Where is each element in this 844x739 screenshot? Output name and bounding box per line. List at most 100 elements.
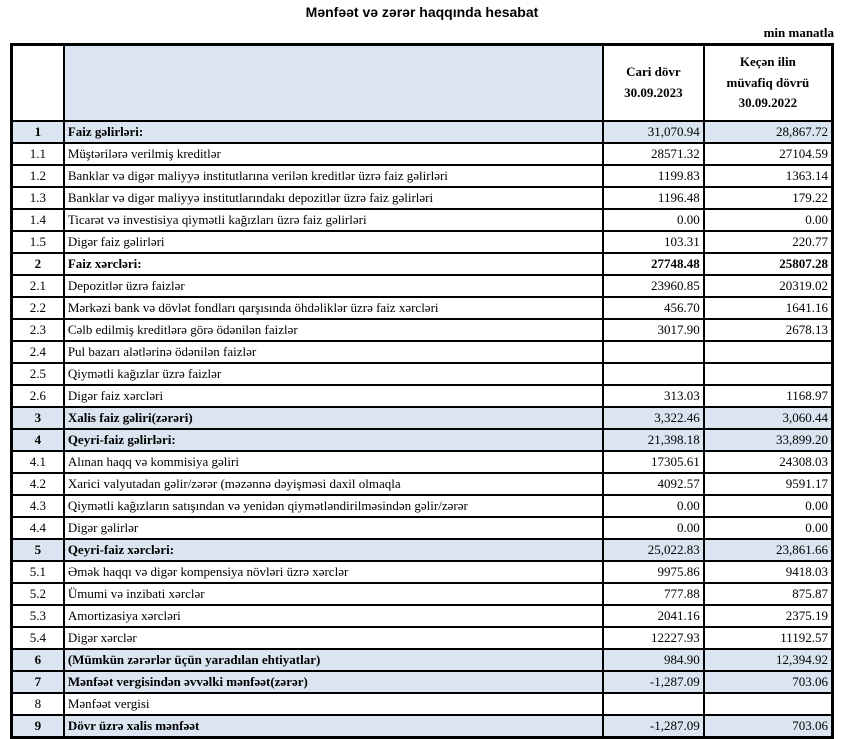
row-label: Faiz gəlirləri: xyxy=(62,120,605,144)
table-header-row: Cari dövr 30.09.2023 Keçən ilin müvafiq … xyxy=(10,43,834,122)
value-prior: 9418.03 xyxy=(702,560,834,584)
table-body: 1 Faiz gəlirləri: 31,070.94 28,867.72 1.1 Müş… xyxy=(10,120,834,739)
value-current: 313.03 xyxy=(602,384,705,408)
value-prior: 20319.02 xyxy=(702,274,834,298)
value-current: 456.70 xyxy=(602,296,705,320)
row-label: Mənfəət vergisindən əvvəlki mənfəət(zərə… xyxy=(62,670,605,694)
table-row: 7 Mənfəət vergisindən əvvəlki mənfəət(zər… xyxy=(10,670,834,694)
table-row: 4.3 Qiymətli kağızların satışından və yen… xyxy=(10,494,834,518)
value-current: 27748.48 xyxy=(602,252,705,276)
value-current: -1,287.09 xyxy=(602,714,705,739)
table-row: 4.2 Xarici valyutadan gəlir/zərər (məzənn… xyxy=(10,472,834,496)
table-row: 5.4 Digər xərclər 12227.93 11192.57 xyxy=(10,626,834,650)
value-current: 23960.85 xyxy=(602,274,705,298)
row-label: Cəlb edilmiş kreditlərə görə ödənilən fa… xyxy=(62,318,605,342)
unit-note: min manatla xyxy=(763,25,834,40)
table-row: 5.2 Ümumi və inzibati xərclər 777.88 875.87 xyxy=(10,582,834,606)
value-prior: 12,394.92 xyxy=(702,648,834,672)
table-row: 5.3 Amortizasiya xərcləri 2041.16 2375.19 xyxy=(10,604,834,628)
prior-period-label-1: Keçən ilin xyxy=(739,53,796,69)
value-prior: 2678.13 xyxy=(702,318,834,342)
value-prior: 28,867.72 xyxy=(702,120,834,144)
value-current: 4092.57 xyxy=(602,472,705,496)
value-prior: 703.06 xyxy=(702,670,834,694)
value-current: 1199.83 xyxy=(602,164,705,188)
value-current: 31,070.94 xyxy=(602,120,705,144)
value-prior: 33,899.20 xyxy=(702,428,834,452)
row-label: Banklar və digər maliyyə institutlarında… xyxy=(62,186,605,210)
row-label: Qiymətli kağızların satışından və yenidə… xyxy=(62,494,605,518)
value-current xyxy=(602,362,705,386)
row-number: 4.2 xyxy=(10,472,65,496)
table-row: 4.1 Alınan haqq və kommisiya gəliri 17305.… xyxy=(10,450,834,474)
row-number: 1.5 xyxy=(10,230,65,254)
row-number: 1.1 xyxy=(10,142,65,166)
value-prior: 9591.17 xyxy=(702,472,834,496)
value-current xyxy=(602,692,705,716)
value-current: 777.88 xyxy=(602,582,705,606)
row-label: Əmək haqqı və digər kompensiya növləri ü… xyxy=(62,560,605,584)
value-prior xyxy=(702,362,834,386)
header-cell-prior-period: Keçən ilin müvafiq dövrü 30.09.2022 xyxy=(702,43,834,122)
value-current: -1,287.09 xyxy=(602,670,705,694)
value-current: 0.00 xyxy=(602,516,705,540)
row-number: 4.3 xyxy=(10,494,65,518)
row-label: Faiz xərcləri: xyxy=(62,252,605,276)
row-label: Mənfəət vergisi xyxy=(62,692,605,716)
row-number: 2.4 xyxy=(10,340,65,364)
table-row: 1.5 Digər faiz gəlirləri 103.31 220.77 xyxy=(10,230,834,254)
row-number: 2.1 xyxy=(10,274,65,298)
table-row: 2.2 Mərkəzi bank və dövlət fondları qarşı… xyxy=(10,296,834,320)
value-current: 984.90 xyxy=(602,648,705,672)
row-label: (Mümkün zərərlər üçün yaradılan ehtiyatl… xyxy=(62,648,605,672)
row-label: Digər faiz xərcləri xyxy=(62,384,605,408)
row-number: 2 xyxy=(10,252,65,276)
value-current: 1196.48 xyxy=(602,186,705,210)
table-row: 2.4 Pul bazarı alətlərinə ödənilən faizlə… xyxy=(10,340,834,364)
row-number: 5.4 xyxy=(10,626,65,650)
value-current: 17305.61 xyxy=(602,450,705,474)
value-prior xyxy=(702,692,834,716)
value-prior: 24308.03 xyxy=(702,450,834,474)
row-number: 1.2 xyxy=(10,164,65,188)
value-prior: 11192.57 xyxy=(702,626,834,650)
row-number: 5 xyxy=(10,538,65,562)
row-label: Depozitlər üzrə faizlər xyxy=(62,274,605,298)
table-row: 5 Qeyri-faiz xərcləri: 25,022.83 23,861.66 xyxy=(10,538,834,562)
row-label: Alınan haqq və kommisiya gəliri xyxy=(62,450,605,474)
profit-loss-table: Cari dövr 30.09.2023 Keçən ilin müvafiq … xyxy=(10,43,834,739)
table-row: 6 (Mümkün zərərlər üçün yaradılan ehtiyat… xyxy=(10,648,834,672)
table-row: 1.3 Banklar və digər maliyyə institutları… xyxy=(10,186,834,210)
row-number: 2.6 xyxy=(10,384,65,408)
value-prior: 0.00 xyxy=(702,516,834,540)
value-prior xyxy=(702,340,834,364)
value-prior: 220.77 xyxy=(702,230,834,254)
row-number: 2.3 xyxy=(10,318,65,342)
current-period-date: 30.09.2023 xyxy=(624,85,683,100)
value-current: 12227.93 xyxy=(602,626,705,650)
row-label: Dövr üzrə xalis mənfəət xyxy=(62,714,605,739)
table-row: 1.4 Ticarət və investisiya qiymətli kağız… xyxy=(10,208,834,232)
row-number: 2.5 xyxy=(10,362,65,386)
row-label: Digər gəlirlər xyxy=(62,516,605,540)
row-number: 9 xyxy=(10,714,65,739)
table-row: 1 Faiz gəlirləri: 31,070.94 28,867.72 xyxy=(10,120,834,144)
row-label: Amortizasiya xərcləri xyxy=(62,604,605,628)
row-label: Xalis faiz gəliri(zərəri) xyxy=(62,406,605,430)
prior-period-date: 30.09.2022 xyxy=(738,95,798,111)
row-number: 2.2 xyxy=(10,296,65,320)
row-label: Müştərilərə verilmiş kreditlər xyxy=(62,142,605,166)
table-row: 2.1 Depozitlər üzrə faizlər 23960.85 20319.… xyxy=(10,274,834,298)
row-number: 5.2 xyxy=(10,582,65,606)
value-prior: 3,060.44 xyxy=(702,406,834,430)
row-number: 6 xyxy=(10,648,65,672)
table-row: 1.1 Müştərilərə verilmiş kreditlər 28571.3… xyxy=(10,142,834,166)
table-row: 3 Xalis faiz gəliri(zərəri) 3,322.46 3,060.… xyxy=(10,406,834,430)
row-number: 3 xyxy=(10,406,65,430)
row-number: 5.1 xyxy=(10,560,65,584)
page-title: Mənfəət və zərər haqqında hesabat xyxy=(305,4,539,20)
row-number: 4 xyxy=(10,428,65,452)
value-prior: 27104.59 xyxy=(702,142,834,166)
prior-period-label-2: müvafiq dövrü xyxy=(726,74,810,90)
row-label: Qeyri-faiz xərcləri: xyxy=(62,538,605,562)
